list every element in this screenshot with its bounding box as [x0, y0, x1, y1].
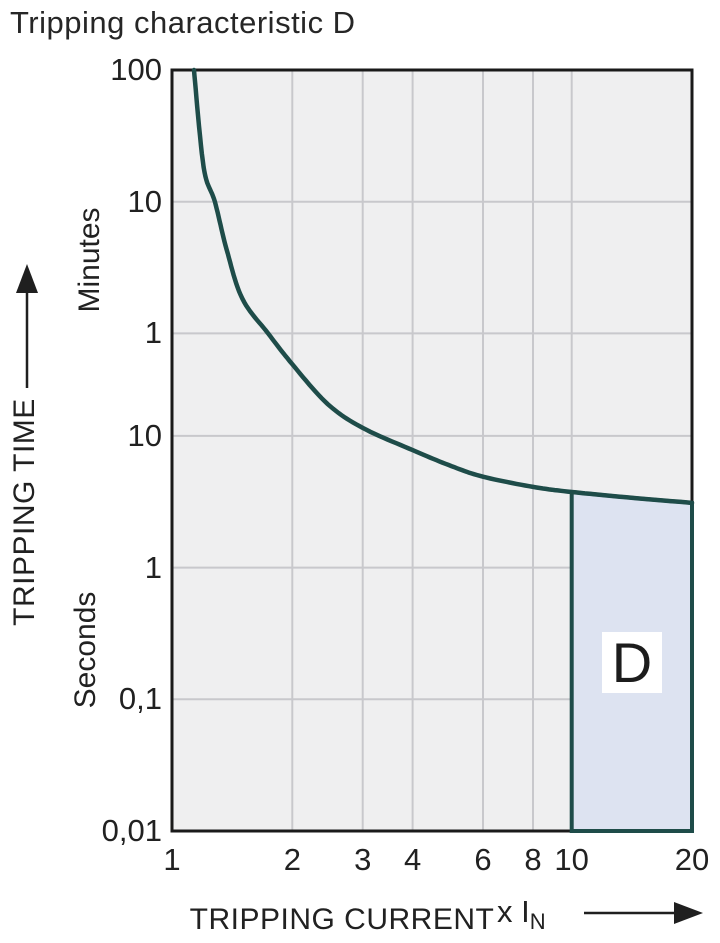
- x-unit-prefix: x I: [497, 894, 530, 929]
- x-tick-label: 4: [404, 842, 422, 877]
- x-axis-title: TRIPPING CURRENT: [189, 903, 495, 936]
- plot-border: [170, 68, 694, 833]
- y-axis-arrow-icon: [16, 264, 38, 293]
- x-tick-label: 20: [674, 842, 710, 877]
- x-axis-arrow-icon: [674, 902, 703, 924]
- y-tick-label: 10: [127, 183, 162, 219]
- y-tick-label: 100: [110, 52, 162, 87]
- x-tick-label: 8: [524, 842, 542, 877]
- x-axis-unit-label: x IN: [497, 894, 546, 933]
- region-d-label-box: D: [602, 631, 662, 694]
- x-tick-label: 3: [354, 842, 372, 877]
- y-tick-label: 10: [127, 417, 162, 453]
- y-tick-label: 0,1: [118, 681, 162, 717]
- y-tick-label: 0,01: [101, 813, 162, 848]
- x-tick-label: 6: [474, 842, 492, 877]
- x-tick-label: 10: [554, 842, 589, 877]
- region-d-label: D: [611, 631, 653, 694]
- x-tick-label: 2: [283, 842, 301, 877]
- page-title: Tripping characteristic D: [10, 5, 356, 40]
- y-unit-minutes-label: Minutes: [73, 207, 106, 313]
- y-tick-label: 1: [144, 549, 162, 585]
- tripping-curve: [191, 67, 695, 506]
- x-tick-label: 1: [163, 842, 181, 877]
- y-tick-label: 1: [144, 315, 162, 351]
- x-unit-subscript: N: [529, 909, 546, 935]
